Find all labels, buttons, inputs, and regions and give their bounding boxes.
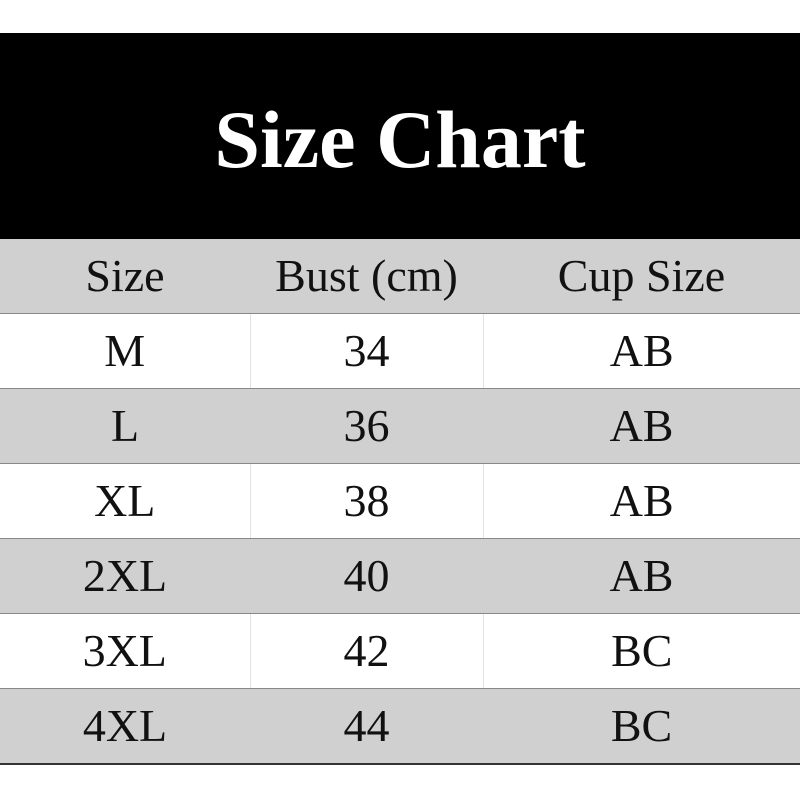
title-banner: Size Chart bbox=[0, 33, 800, 239]
table-row: 3XL 42 BC bbox=[0, 613, 800, 689]
cell-bust: 40 bbox=[250, 538, 483, 614]
cell-bust: 36 bbox=[250, 388, 483, 464]
page-title: Size Chart bbox=[214, 94, 586, 185]
cell-bust: 34 bbox=[249, 313, 483, 389]
cell-size: 4XL bbox=[0, 688, 250, 765]
cell-cup: AB bbox=[482, 463, 800, 539]
header-size: Size bbox=[0, 239, 250, 314]
cell-bust: 42 bbox=[249, 613, 483, 689]
table-row: XL 38 AB bbox=[0, 463, 800, 539]
cell-cup: AB bbox=[482, 313, 800, 389]
header-cup-size: Cup Size bbox=[483, 239, 800, 314]
cell-cup: AB bbox=[483, 388, 800, 464]
table-row: L 36 AB bbox=[0, 388, 800, 464]
cell-cup: AB bbox=[483, 538, 800, 614]
size-table: Size Bust (cm) Cup Size M 34 AB L 36 AB … bbox=[0, 239, 800, 765]
cell-size: L bbox=[0, 388, 250, 464]
cell-size: 2XL bbox=[0, 538, 250, 614]
table-row: 2XL 40 AB bbox=[0, 538, 800, 614]
table-row: M 34 AB bbox=[0, 313, 800, 389]
cell-bust: 44 bbox=[250, 688, 483, 765]
cell-size: M bbox=[0, 313, 250, 389]
table-row: 4XL 44 BC bbox=[0, 688, 800, 765]
cell-cup: BC bbox=[482, 613, 800, 689]
cell-bust: 38 bbox=[249, 463, 483, 539]
header-bust: Bust (cm) bbox=[250, 239, 483, 314]
header-row: Size Bust (cm) Cup Size bbox=[0, 239, 800, 314]
cell-size: XL bbox=[0, 463, 250, 539]
cell-size: 3XL bbox=[0, 613, 250, 689]
cell-cup: BC bbox=[483, 688, 800, 765]
